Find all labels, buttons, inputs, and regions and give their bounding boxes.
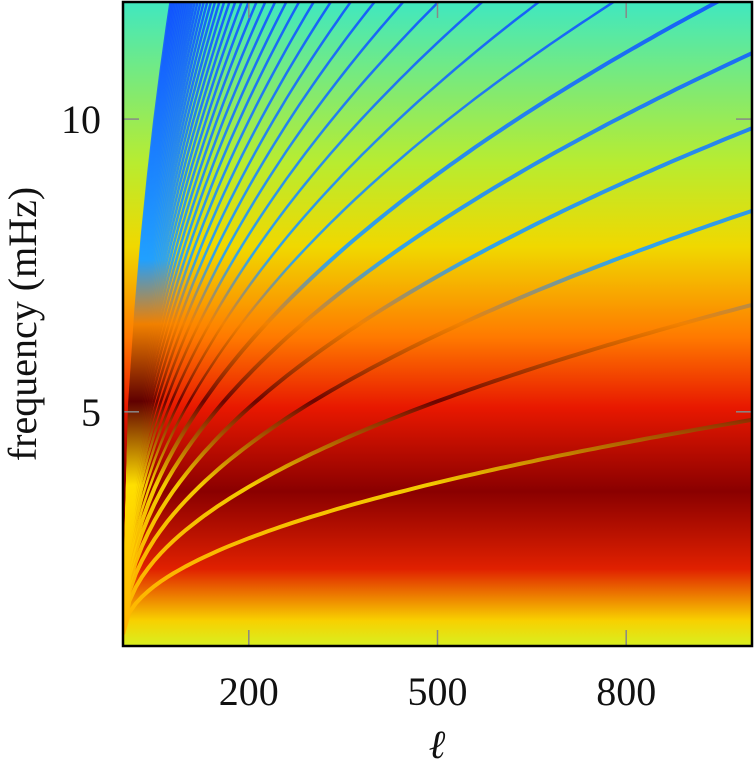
ridge (123, 2, 616, 635)
x-tick-label: 500 (408, 669, 468, 714)
ridge (123, 2, 316, 635)
ridge (123, 2, 405, 635)
ridge (123, 2, 353, 635)
ridge (123, 126, 752, 635)
ridge (123, 302, 752, 635)
ridge (123, 2, 243, 635)
ridges (123, 2, 752, 635)
ridge (123, 2, 288, 635)
ridge (123, 51, 752, 635)
y-axis-label: frequency (mHz) (0, 187, 45, 461)
ridge (123, 2, 237, 635)
ridge (123, 2, 267, 635)
ridge (123, 2, 485, 635)
ticks (123, 2, 752, 646)
ridge (123, 2, 722, 635)
y-tick-label: 5 (81, 390, 101, 435)
x-tick-label: 800 (596, 669, 656, 714)
ridge (123, 2, 333, 635)
ridge (123, 417, 752, 635)
ridge (123, 2, 277, 635)
ridge (123, 2, 541, 635)
ridge (123, 2, 377, 635)
x-axis-label: ℓ (429, 722, 446, 765)
ridge (123, 2, 301, 635)
plot-frame (121, 0, 754, 648)
ridge (123, 2, 250, 635)
ridge (123, 2, 231, 635)
ridge (123, 2, 258, 635)
y-tick-label: 10 (61, 97, 101, 142)
x-tick-label: 200 (219, 669, 279, 714)
ridge (123, 209, 752, 635)
